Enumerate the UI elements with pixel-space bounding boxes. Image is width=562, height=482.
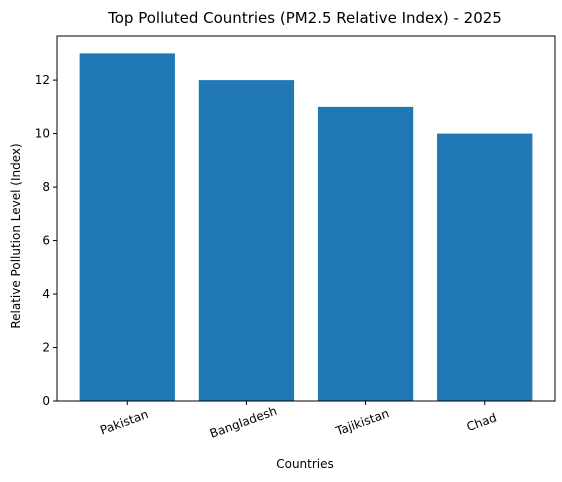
bar-chad (437, 133, 533, 401)
y-tick-label: 6 (42, 234, 50, 248)
y-tick-label: 4 (42, 287, 50, 301)
y-tick-label: 10 (35, 127, 50, 141)
bar-tajikistan (317, 106, 414, 401)
x-tick-label: Tajikistan (333, 406, 391, 439)
bar-pakistan (79, 53, 175, 401)
y-axis-label: Relative Pollution Level (Index) (9, 143, 23, 328)
axes-frame (56, 35, 556, 402)
x-tick-label: Pakistan (98, 407, 150, 437)
x-axis-label: Countries (276, 457, 334, 471)
y-tick-label: 12 (35, 73, 50, 87)
chart-title: Top Polluted Countries (PM2.5 Relative I… (107, 9, 502, 27)
x-tick-label: Chad (465, 410, 499, 434)
x-tick-label: Bangladesh (208, 404, 279, 441)
y-tick-label: 0 (42, 394, 50, 408)
y-tick-label: 8 (42, 180, 50, 194)
bar-bangladesh (198, 80, 295, 401)
y-tick-label: 2 (42, 341, 50, 355)
plot-area: 0 2 4 6 8 10 12 Pakistan Bangladesh Tajikistan Cha… (35, 35, 556, 441)
